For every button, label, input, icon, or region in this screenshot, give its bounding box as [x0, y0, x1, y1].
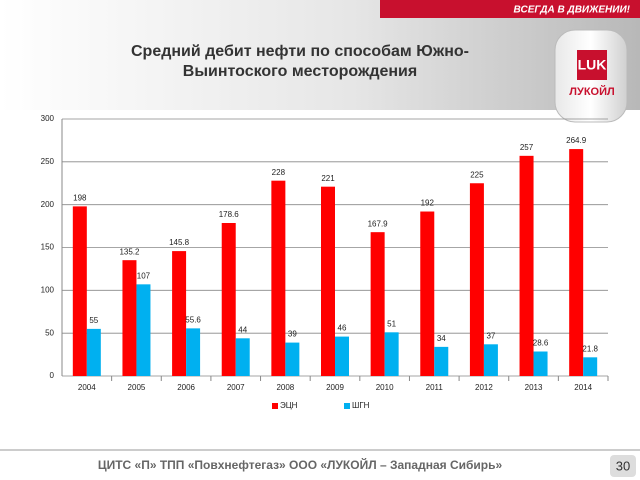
value-label: 37 — [486, 331, 495, 340]
bar — [136, 284, 151, 376]
y-tick-label: 0 — [50, 371, 55, 380]
y-tick-label: 300 — [41, 114, 55, 123]
bar — [469, 183, 484, 376]
x-tick-label: 2008 — [276, 383, 294, 392]
bar — [221, 222, 236, 376]
y-tick-label: 150 — [41, 243, 55, 252]
chart-title: Средний дебит нефти по способам Южно- — [131, 43, 469, 60]
bar — [533, 351, 548, 376]
bar — [172, 251, 187, 376]
x-tick-label: 2006 — [177, 383, 195, 392]
value-label: 55.6 — [185, 315, 201, 324]
bar — [335, 336, 349, 376]
legend-swatch — [344, 403, 350, 409]
value-label: 178.6 — [219, 210, 240, 219]
value-label: 257 — [520, 143, 534, 152]
x-tick-label: 2014 — [574, 383, 592, 392]
legend-label: ШГН — [352, 401, 370, 410]
x-tick-label: 2010 — [376, 383, 394, 392]
bar — [519, 155, 534, 376]
value-label: 192 — [421, 199, 435, 208]
bar — [321, 186, 335, 376]
banner-text: ВСЕГДА В ДВИЖЕНИИ! — [514, 5, 631, 16]
y-tick-label: 250 — [41, 157, 55, 166]
logo-mark — [577, 50, 607, 80]
legend-swatch — [272, 403, 278, 409]
y-tick-label: 200 — [41, 200, 55, 209]
value-label: 264.9 — [566, 136, 587, 145]
page-badge — [610, 455, 636, 477]
y-tick-label: 50 — [45, 328, 54, 337]
value-label: 107 — [137, 271, 151, 280]
value-label: 225 — [470, 170, 484, 179]
footer-text: ЦИТС «П» ТПП «Повхнефтегаз» ООО «ЛУКОЙЛ … — [98, 457, 503, 472]
value-label: 135.2 — [119, 247, 140, 256]
legend-label: ЭЦН — [280, 401, 298, 410]
bar — [122, 260, 137, 376]
x-tick-label: 2004 — [78, 383, 96, 392]
bar — [569, 149, 584, 376]
value-label: 51 — [387, 319, 396, 328]
x-tick-label: 2013 — [525, 383, 543, 392]
value-label: 39 — [288, 330, 297, 339]
bar — [583, 357, 598, 376]
value-label: 34 — [437, 334, 446, 343]
x-tick-label: 2012 — [475, 383, 493, 392]
value-label: 44 — [238, 325, 247, 334]
value-label: 198 — [73, 193, 87, 202]
value-label: 145.8 — [169, 238, 190, 247]
x-tick-label: 2009 — [326, 383, 344, 392]
bar — [420, 211, 435, 376]
bar — [235, 338, 250, 376]
bar — [384, 332, 399, 376]
x-tick-label: 2005 — [128, 383, 146, 392]
value-label: 46 — [338, 324, 347, 333]
banner-bar — [380, 0, 640, 18]
bar — [186, 328, 201, 376]
value-label: 55 — [89, 316, 98, 325]
value-label: 28.6 — [533, 339, 549, 348]
value-label: 221 — [321, 174, 335, 183]
value-label: 167.9 — [368, 219, 389, 228]
bar — [86, 328, 101, 376]
x-tick-label: 2011 — [426, 383, 444, 392]
header-background — [0, 0, 640, 110]
bar — [72, 206, 87, 376]
logo-text: ЛУКОЙЛ — [569, 85, 614, 98]
bar — [370, 232, 385, 376]
y-tick-label: 100 — [41, 285, 55, 294]
value-label: 228 — [272, 168, 286, 177]
logo-letters: LUK — [578, 57, 607, 73]
bar — [285, 342, 300, 376]
bar — [483, 344, 498, 376]
bar — [271, 180, 286, 376]
value-label: 21.8 — [582, 344, 598, 353]
page-number: 30 — [616, 458, 630, 473]
x-tick-label: 2007 — [227, 383, 245, 392]
bar — [434, 346, 449, 376]
chart-title: Выинтоского месторождения — [183, 63, 417, 80]
